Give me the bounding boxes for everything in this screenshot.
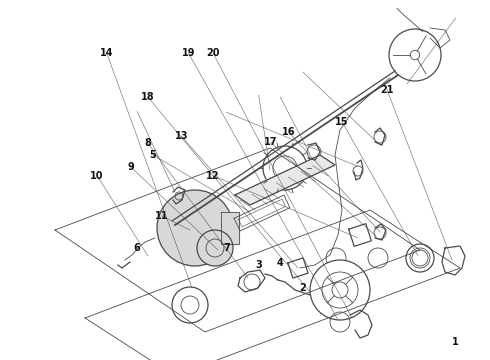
Text: 12: 12 bbox=[206, 171, 220, 181]
Text: 2: 2 bbox=[299, 283, 306, 293]
Text: 6: 6 bbox=[134, 243, 141, 253]
Text: 18: 18 bbox=[141, 92, 155, 102]
Circle shape bbox=[368, 248, 388, 268]
Text: 15: 15 bbox=[335, 117, 349, 127]
Text: 19: 19 bbox=[182, 48, 196, 58]
Circle shape bbox=[172, 287, 208, 323]
Text: 20: 20 bbox=[206, 48, 220, 58]
Text: 1: 1 bbox=[452, 337, 459, 347]
Text: 14: 14 bbox=[100, 48, 114, 58]
Text: 21: 21 bbox=[380, 85, 394, 95]
Polygon shape bbox=[221, 212, 239, 244]
Text: 5: 5 bbox=[149, 150, 156, 160]
Circle shape bbox=[263, 146, 307, 190]
Polygon shape bbox=[235, 155, 335, 205]
Text: 8: 8 bbox=[145, 138, 151, 148]
Circle shape bbox=[157, 190, 233, 266]
Circle shape bbox=[310, 260, 370, 320]
Text: 9: 9 bbox=[128, 162, 135, 172]
Text: 3: 3 bbox=[255, 260, 262, 270]
Text: 10: 10 bbox=[90, 171, 104, 181]
Text: 7: 7 bbox=[223, 243, 230, 253]
Text: 16: 16 bbox=[282, 127, 296, 138]
Circle shape bbox=[197, 230, 233, 266]
Circle shape bbox=[326, 248, 346, 268]
Text: 11: 11 bbox=[155, 211, 169, 221]
Circle shape bbox=[410, 248, 430, 268]
Text: 4: 4 bbox=[277, 258, 284, 268]
Text: 13: 13 bbox=[174, 131, 188, 141]
Text: 17: 17 bbox=[264, 137, 277, 147]
